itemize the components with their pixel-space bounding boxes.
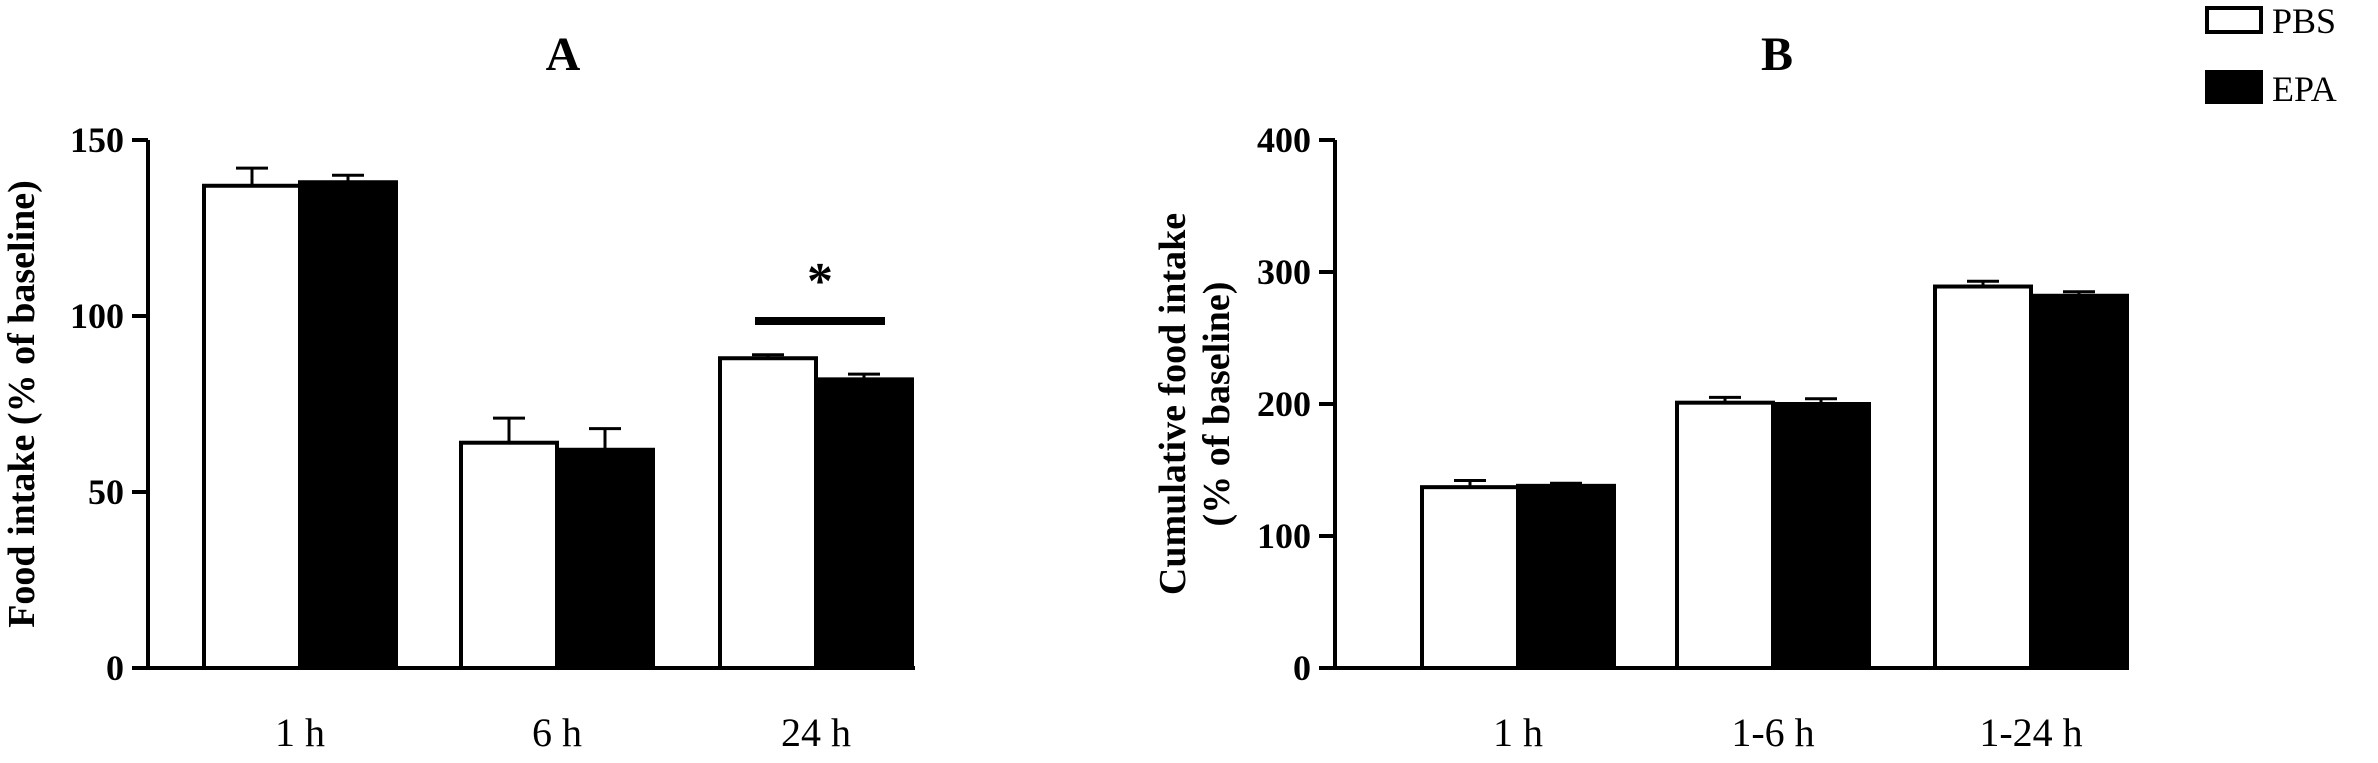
bar-pbs [1675, 400, 1775, 670]
y-tick-label: 100 [1257, 516, 1311, 556]
y-axis-label: Food intake (% of baseline) [1, 180, 43, 628]
x-tick-label: 1 h [1493, 710, 1543, 755]
legend-label-epa: EPA [2272, 69, 2337, 109]
y-axis-label: Cumulative food intake(% of baseline) [1152, 213, 1238, 595]
y-tick-label: 0 [1293, 648, 1311, 688]
bar-epa [814, 377, 914, 670]
y-axis-label-line: Food intake (% of baseline) [1, 180, 43, 628]
legend-label-pbs: PBS [2272, 1, 2336, 41]
bar-pbs [1933, 284, 2033, 670]
bar-pbs [459, 440, 559, 670]
y-axis-label-line: (% of baseline) [1196, 282, 1238, 527]
y-tick-label: 150 [70, 120, 124, 160]
x-tick-label: 1-6 h [1731, 710, 1814, 755]
bar-pbs [1420, 485, 1520, 670]
x-tick-label: 24 h [781, 710, 851, 755]
y-tick-label: 100 [70, 296, 124, 336]
y-tick-label: 0 [106, 648, 124, 688]
x-tick-label: 6 h [532, 710, 582, 755]
legend-swatch-epa [2205, 70, 2263, 104]
bar-epa [1516, 483, 1616, 670]
significance-marker: * [807, 253, 833, 310]
y-tick-label: 50 [88, 472, 124, 512]
legend-swatch-pbs [2205, 6, 2263, 34]
bar-epa [1771, 402, 1871, 670]
y-tick-label: 300 [1257, 252, 1311, 292]
y-tick-label: 400 [1257, 120, 1311, 160]
y-axis-label-line: Cumulative food intake [1152, 213, 1194, 595]
panel-a-chart: A Food intake (% of baseline) 0 50 100 150 1 h… [1, 28, 915, 755]
legend: PBS EPA [2205, 1, 2337, 109]
panel-b-chart: B Cumulative food intake(% of baseline) 0 1… [1152, 28, 2129, 755]
panel-letter: A [546, 28, 581, 81]
bar-epa [555, 447, 655, 671]
x-tick-label: 1-24 h [1979, 710, 2082, 755]
bar-pbs [202, 183, 302, 670]
panel-letter: B [1761, 28, 1793, 81]
bar-pbs [718, 356, 818, 670]
y-tick-label: 200 [1257, 384, 1311, 424]
bar-epa [2029, 293, 2129, 670]
x-tick-label: 1 h [275, 710, 325, 755]
bar-epa [298, 180, 398, 671]
